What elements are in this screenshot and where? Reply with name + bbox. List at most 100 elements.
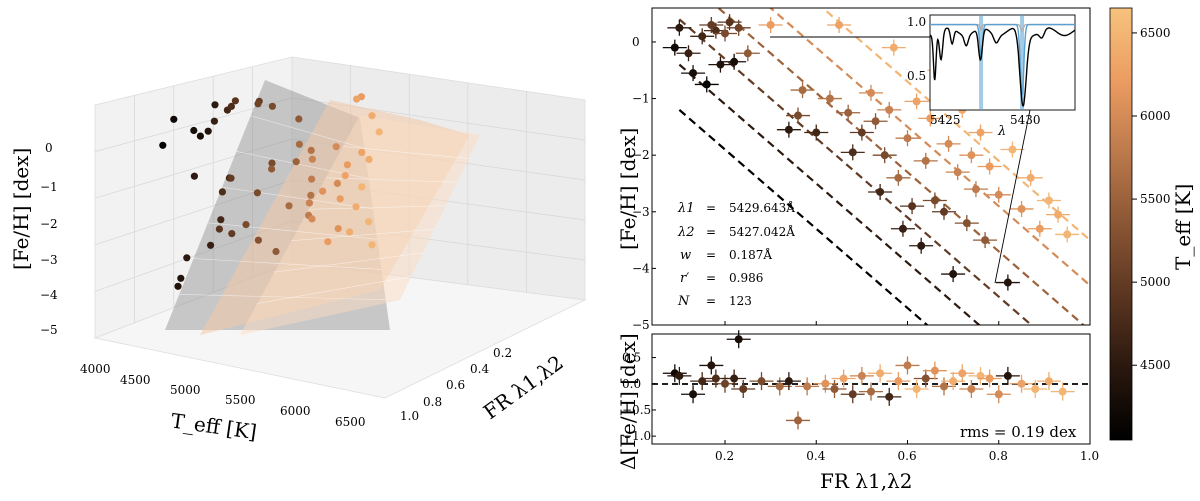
param-val-3: 0.986	[729, 271, 763, 285]
data-point	[681, 65, 706, 82]
data-point	[662, 39, 687, 56]
data-point	[877, 101, 902, 118]
data-point	[722, 53, 747, 70]
data-point	[726, 19, 751, 36]
point-3d	[253, 189, 261, 197]
residual-point	[895, 356, 920, 375]
data-point	[886, 169, 911, 186]
param-eq-0: =	[706, 201, 716, 215]
point-3d	[308, 215, 316, 223]
residual-point	[904, 380, 929, 398]
x-axis-label: T_eff [K]	[169, 408, 258, 444]
data-point	[868, 183, 893, 200]
point-3d	[174, 282, 182, 290]
data-point	[963, 181, 988, 198]
residual-point	[813, 374, 838, 393]
point-3d	[210, 117, 218, 125]
point-3d	[324, 238, 332, 246]
point-3d	[215, 225, 223, 233]
point-3d	[368, 112, 376, 120]
floor-pane	[93, 261, 587, 399]
residual-point	[913, 369, 938, 388]
residual-point	[859, 382, 883, 401]
data-point	[977, 158, 1002, 175]
inset-frame	[929, 14, 1076, 111]
inset-line-model	[930, 23, 1075, 96]
point-3d	[341, 172, 349, 180]
residual-yticks: 0.5 0.0 −0.5 −1.0	[622, 351, 656, 443]
data-point	[904, 93, 929, 110]
colorbar-gradient	[1109, 7, 1133, 441]
panel-residual: 0.2 0.4 0.6 0.8 1.0 0.5 0.0 −0.5 −1.0 rms = 0.1…	[616, 330, 1099, 493]
residual-frame	[651, 333, 1091, 445]
residual-point	[731, 380, 756, 398]
point-3d	[365, 155, 373, 163]
residual-point	[941, 372, 966, 391]
shared-xlabel: FR λ1,λ2	[820, 469, 912, 493]
res-ytick-label: 0.5	[622, 351, 641, 365]
param-sym-1: λ2	[677, 225, 695, 240]
data-point	[713, 25, 737, 42]
residual-point	[786, 411, 810, 430]
res-ytick-label: −1.0	[622, 429, 651, 443]
data-point	[945, 164, 970, 181]
points-3d	[159, 93, 383, 290]
main-yticks: 0 −1 −2 −3 −4 −5	[632, 35, 656, 332]
param-val-2: 0.187Å	[729, 247, 772, 262]
data-point	[790, 82, 815, 99]
rms-annotation: rms = 0.19 dex	[960, 423, 1077, 441]
data-point	[936, 135, 961, 152]
residual-point	[840, 385, 865, 404]
cb-tick-label: 5000	[1140, 275, 1171, 289]
point-3d	[332, 143, 340, 151]
residual-xticks: 0.2 0.4 0.6 0.8 1.0	[715, 440, 1099, 463]
point-3d	[227, 174, 235, 182]
residual-point	[922, 361, 947, 380]
inset-xtick-5425: 5425	[930, 113, 961, 127]
res-ytick-label: 0.0	[622, 377, 641, 391]
data-point	[758, 16, 783, 33]
param-eq-4: =	[706, 294, 716, 308]
xtick-5500: 5500	[225, 393, 256, 407]
data-point	[690, 28, 715, 45]
residual-point	[1036, 372, 1061, 391]
point-3d	[375, 128, 383, 136]
point-3d	[228, 230, 236, 238]
main-frame	[651, 7, 1091, 326]
data-point	[840, 144, 865, 161]
point-3d	[242, 221, 250, 229]
xtick-6500: 6500	[335, 415, 366, 429]
data-point	[973, 232, 998, 249]
point-3d	[308, 155, 316, 163]
residual-point	[822, 380, 847, 398]
point-3d	[190, 172, 198, 180]
point-3d	[227, 102, 235, 110]
point-3d	[177, 274, 185, 282]
xtick-4500: 4500	[120, 373, 151, 387]
residual-points	[662, 330, 1075, 430]
param-eq-3: =	[706, 271, 716, 285]
panel-main: 0 −1 −2 −3 −4 −5 [Fe/H] [dex] λ1 = 5429.643Å …	[616, 7, 1091, 332]
point-3d	[305, 199, 313, 207]
main-ytick-label: −5	[632, 318, 650, 332]
inset-ytick-1.0: 1.0	[907, 15, 926, 29]
point-3d	[336, 195, 344, 203]
point-3d	[343, 161, 351, 169]
res-xtick-label: 0.2	[715, 449, 734, 463]
residual-point	[831, 369, 856, 388]
residual-point	[726, 330, 751, 349]
data-point	[1036, 192, 1061, 209]
residual-point	[995, 366, 1020, 385]
inset-band	[979, 15, 984, 110]
res-xtick-label: 0.8	[989, 449, 1008, 463]
param-sym-2: w	[680, 248, 691, 263]
param-val-4: 123	[729, 294, 752, 308]
param-sym-4: N	[677, 294, 690, 309]
res-xtick-label: 1.0	[1080, 449, 1099, 463]
residual-point	[959, 380, 984, 398]
ytick-0.2: 0.2	[493, 346, 512, 360]
main-ytick-label: 0	[632, 35, 640, 49]
colorbar-ticks: 4500 5000 5500 6000 6500	[1132, 26, 1171, 372]
data-point	[817, 90, 842, 107]
point-3d	[285, 202, 293, 210]
